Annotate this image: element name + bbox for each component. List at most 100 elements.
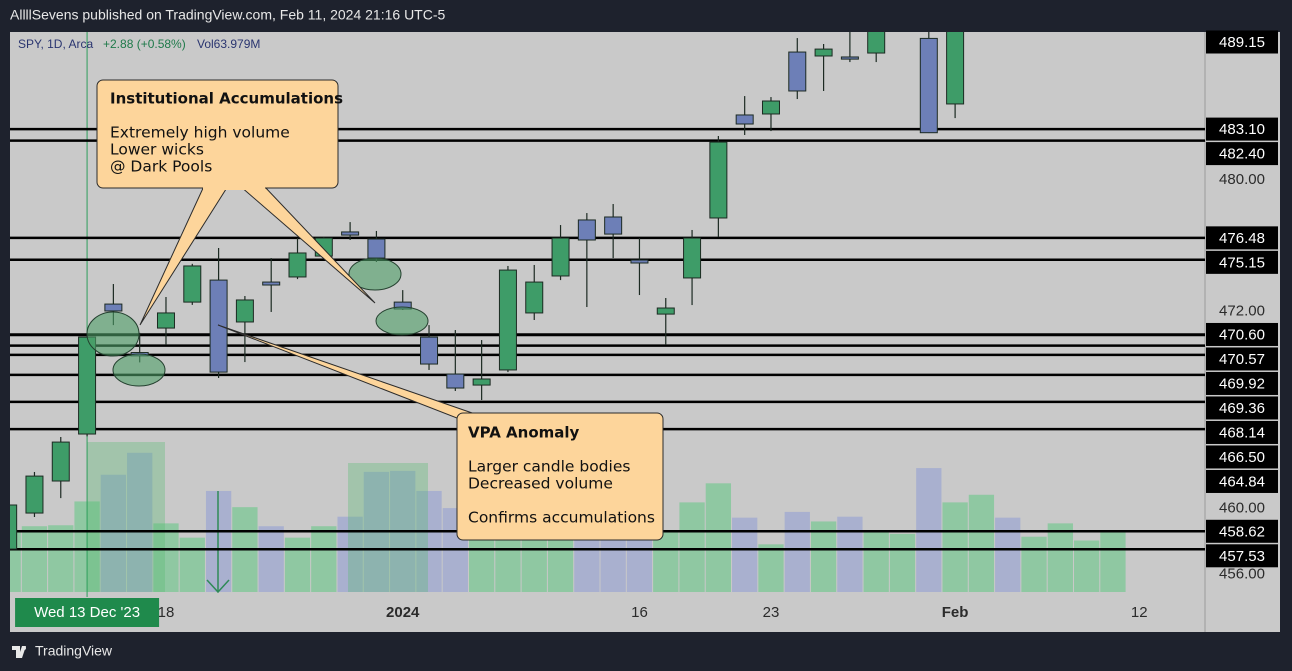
highlight-ellipse [375, 306, 429, 336]
candle-body [551, 237, 570, 277]
change: +2.88 (+0.58%) [103, 37, 186, 51]
level-label-box [1206, 250, 1278, 274]
level-label: 476.48 [1219, 230, 1265, 247]
candle-body [78, 336, 97, 435]
last-price-label: 489.15 [1219, 34, 1265, 51]
volume-bar [521, 532, 547, 592]
x-tick-label: 18 [158, 604, 175, 621]
candle-body [867, 32, 886, 54]
volume-bar [810, 521, 837, 592]
candle-body [525, 281, 544, 314]
candle-body [446, 373, 465, 389]
arrow-head [206, 579, 230, 594]
volume-highlights [87, 442, 428, 592]
volume-bar [547, 530, 574, 592]
crosshair-label-box [15, 598, 160, 627]
candle-body [709, 141, 728, 219]
level-label-box [1206, 544, 1278, 568]
level-label-box [1206, 420, 1278, 444]
footer: TradingView [12, 643, 113, 659]
candle-body [840, 56, 859, 60]
volume-bar [995, 517, 1021, 592]
candle-body [341, 231, 360, 236]
x-tick-label: 12 [1131, 604, 1148, 621]
volume-bar [942, 502, 968, 592]
callout-text: @ Dark Pools [110, 158, 212, 176]
level-label-box [1206, 347, 1278, 371]
highlight-box [87, 442, 165, 592]
highlight-ellipse [348, 257, 402, 291]
volume-bar [1047, 523, 1073, 592]
highlight-box [348, 463, 428, 592]
volume-bar [48, 525, 74, 592]
volume-bar [311, 526, 337, 592]
ellipses [86, 257, 429, 387]
level-label-box [1206, 117, 1278, 141]
legend: SPY, 1D, Arca +2.88 (+0.58%) Vol63.979M [18, 37, 260, 51]
footer-text: TradingView [35, 643, 113, 659]
volume-bar [758, 544, 784, 592]
callout-title: VPA Anomaly [468, 424, 580, 442]
volume-bar [784, 511, 810, 592]
level-label-box [1206, 519, 1278, 543]
level-label-box [1206, 396, 1278, 420]
candle-body [472, 378, 491, 386]
volume-bar [127, 452, 153, 592]
candle-body [656, 307, 675, 315]
candle-body [104, 303, 123, 312]
candle-body [788, 51, 807, 92]
symbol: SPY, 1D, Arca [18, 37, 93, 51]
candle-body [683, 237, 702, 279]
volume-bar [1021, 536, 1047, 592]
level-label-box [1206, 142, 1278, 166]
volume-bar [179, 537, 205, 592]
candle-body [761, 100, 780, 115]
level-label: 464.84 [1219, 473, 1265, 490]
volume-bar [705, 483, 732, 592]
level-label: 457.53 [1219, 548, 1265, 565]
level-label: 470.57 [1219, 351, 1265, 368]
level-label: 483.10 [1219, 121, 1265, 138]
candle-body [577, 219, 596, 241]
candle-layer [10, 32, 965, 550]
volume-bar [732, 517, 758, 592]
callout-text: Lower wicks [110, 141, 204, 159]
callout-text: Extremely high volume [110, 124, 290, 142]
candle-body [946, 32, 965, 105]
y-tick-label: 480.00 [1219, 171, 1265, 188]
candle-body [262, 281, 281, 286]
header: AllllSevens published on TradingView.com… [10, 7, 446, 23]
volume-bar [258, 526, 284, 592]
volume-bar [863, 531, 889, 592]
callout-text: Larger candle bodies [468, 458, 630, 476]
crosshair-label: Wed 13 Dec '23 [34, 604, 140, 621]
volume-bar [837, 516, 863, 592]
candle-body [367, 238, 386, 259]
level-label: 469.36 [1219, 400, 1265, 417]
level-label: 470.60 [1219, 326, 1265, 343]
level-label-box [1206, 371, 1278, 395]
volume-bar [21, 526, 48, 592]
candle-body [604, 216, 623, 235]
y-tick-label: 472.00 [1219, 302, 1265, 319]
level-label: 458.62 [1219, 523, 1265, 540]
candle-body [288, 252, 307, 278]
x-tick-label: 23 [763, 604, 780, 621]
level-label: 475.15 [1219, 254, 1265, 271]
volume-bar [100, 474, 127, 592]
candle-body [209, 279, 228, 373]
level-label: 469.92 [1219, 375, 1265, 392]
x-tick-label: Feb [942, 604, 969, 621]
callout-join [203, 184, 265, 190]
callout-title: Institutional Accumulations [110, 90, 343, 108]
candle-body [630, 259, 649, 264]
volume-text: Vol63.979M [197, 37, 260, 51]
volume-bar [416, 490, 442, 592]
callout-text: Confirms accumulations [468, 509, 655, 527]
axis-layer: 480.00 472.00 460.00 456.00 489.15 483.10 482.… [15, 30, 1278, 627]
candle-body [25, 475, 44, 514]
level-label: 468.14 [1219, 424, 1265, 441]
x-tick-label: 16 [631, 604, 648, 621]
